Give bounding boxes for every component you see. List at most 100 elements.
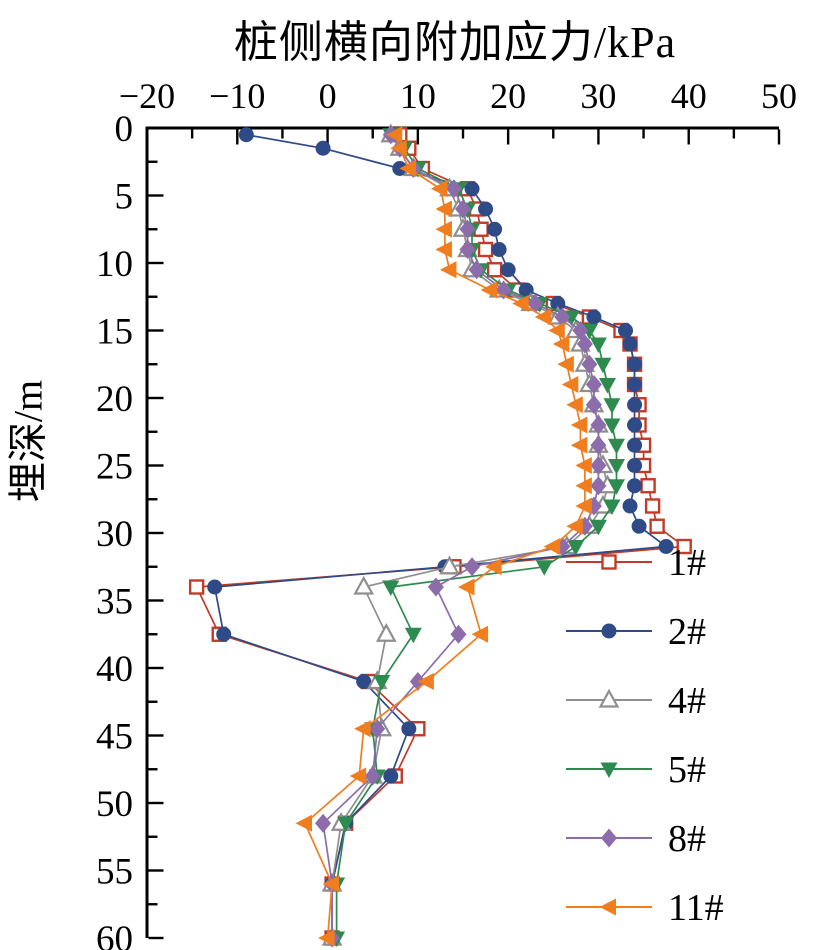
marker-11# bbox=[566, 396, 583, 414]
marker-5# bbox=[567, 540, 585, 556]
series-line-1# bbox=[195, 134, 687, 938]
legend-marker-4# bbox=[598, 688, 620, 708]
legend-entry-8#: 8# bbox=[566, 818, 706, 860]
y-tick-label: 0 bbox=[115, 109, 134, 150]
marker-11# bbox=[471, 625, 489, 643]
marker-11# bbox=[548, 322, 565, 339]
series-5# bbox=[328, 128, 625, 947]
marker-2# bbox=[627, 356, 643, 372]
series-8# bbox=[315, 125, 607, 948]
marker-8# bbox=[369, 719, 386, 739]
marker-5# bbox=[607, 438, 625, 455]
marker-8# bbox=[554, 307, 571, 327]
legend-marker-8# bbox=[601, 828, 617, 848]
marker-5# bbox=[603, 398, 621, 414]
x-tick-label: 10 bbox=[400, 76, 436, 116]
marker-8# bbox=[459, 219, 476, 239]
y-tick-label: 25 bbox=[96, 447, 133, 488]
marker-11# bbox=[552, 335, 570, 353]
marker-2# bbox=[627, 458, 643, 473]
marker-1# bbox=[188, 579, 205, 595]
marker-2# bbox=[487, 221, 503, 237]
y-tick-label: 10 bbox=[96, 244, 133, 285]
marker-1# bbox=[644, 498, 661, 514]
legend-marker-2# bbox=[601, 623, 617, 639]
marker-11# bbox=[485, 558, 502, 576]
marker-2# bbox=[631, 518, 647, 534]
x-tick-label: −20 bbox=[119, 76, 175, 116]
y-tick-label: 15 bbox=[96, 312, 133, 353]
marker-2# bbox=[658, 539, 674, 554]
legend-marker-1# bbox=[601, 554, 617, 570]
marker-2# bbox=[401, 721, 417, 737]
marker-11# bbox=[534, 308, 552, 326]
marker-2# bbox=[627, 478, 643, 494]
legend-marker-11# bbox=[599, 898, 616, 916]
legend-label-11#: 11# bbox=[668, 887, 724, 929]
x-tick-label: 40 bbox=[671, 76, 707, 116]
marker-1# bbox=[640, 478, 656, 494]
marker-8# bbox=[585, 395, 602, 415]
marker-4# bbox=[439, 555, 460, 575]
y-tick-label: 60 bbox=[96, 919, 133, 950]
y-tick-label: 30 bbox=[96, 514, 133, 555]
x-tick-label: 0 bbox=[319, 76, 337, 116]
legend-label-2#: 2# bbox=[668, 611, 706, 653]
marker-2# bbox=[618, 323, 634, 338]
legend-entry-4#: 4# bbox=[566, 680, 706, 722]
marker-2# bbox=[622, 498, 638, 514]
marker-11# bbox=[566, 517, 583, 535]
marker-8# bbox=[590, 476, 607, 496]
marker-5# bbox=[598, 378, 616, 394]
y-tick-label: 40 bbox=[96, 649, 133, 690]
series-11# bbox=[295, 126, 592, 947]
marker-11# bbox=[557, 355, 574, 373]
marker-11# bbox=[458, 578, 475, 596]
marker-11# bbox=[439, 261, 457, 279]
marker-11# bbox=[561, 376, 579, 393]
marker-11# bbox=[435, 200, 452, 218]
legend: 1# 2# 4# 5# 8# 11# bbox=[566, 542, 724, 929]
marker-11# bbox=[417, 673, 434, 690]
legend-label-8#: 8# bbox=[668, 818, 706, 860]
marker-11# bbox=[318, 929, 335, 947]
marker-11# bbox=[399, 160, 416, 177]
marker-2# bbox=[207, 579, 223, 595]
marker-11# bbox=[354, 720, 371, 738]
marker-11# bbox=[575, 497, 592, 515]
marker-5# bbox=[404, 627, 422, 644]
marker-8# bbox=[455, 199, 471, 219]
marker-2# bbox=[491, 242, 507, 257]
series-line-2# bbox=[213, 133, 669, 938]
y-tick-label: 45 bbox=[96, 717, 133, 758]
marker-2# bbox=[383, 768, 399, 784]
legend-marker-5# bbox=[600, 762, 618, 778]
marker-11# bbox=[435, 241, 452, 258]
marker-11# bbox=[390, 139, 407, 157]
marker-8# bbox=[450, 624, 467, 644]
marker-5# bbox=[594, 357, 612, 374]
legend-entry-5#: 5# bbox=[566, 749, 706, 791]
marker-5# bbox=[589, 519, 607, 536]
marker-8# bbox=[590, 456, 607, 475]
legend-label-1#: 1# bbox=[668, 542, 706, 584]
marker-5# bbox=[603, 418, 621, 434]
marker-2# bbox=[627, 417, 643, 433]
marker-1# bbox=[649, 518, 665, 534]
marker-8# bbox=[459, 240, 476, 259]
marker-4# bbox=[353, 575, 375, 595]
marker-1# bbox=[486, 262, 503, 278]
marker-2# bbox=[356, 674, 372, 689]
marker-8# bbox=[585, 375, 602, 394]
marker-11# bbox=[295, 814, 312, 832]
marker-2# bbox=[238, 127, 254, 143]
marker-11# bbox=[570, 416, 588, 434]
x-tick-label: −10 bbox=[209, 76, 265, 116]
marker-1# bbox=[477, 241, 494, 258]
marker-8# bbox=[445, 179, 462, 199]
marker-2# bbox=[627, 397, 643, 413]
marker-11# bbox=[349, 767, 367, 785]
marker-5# bbox=[337, 816, 355, 833]
marker-4# bbox=[375, 622, 397, 642]
